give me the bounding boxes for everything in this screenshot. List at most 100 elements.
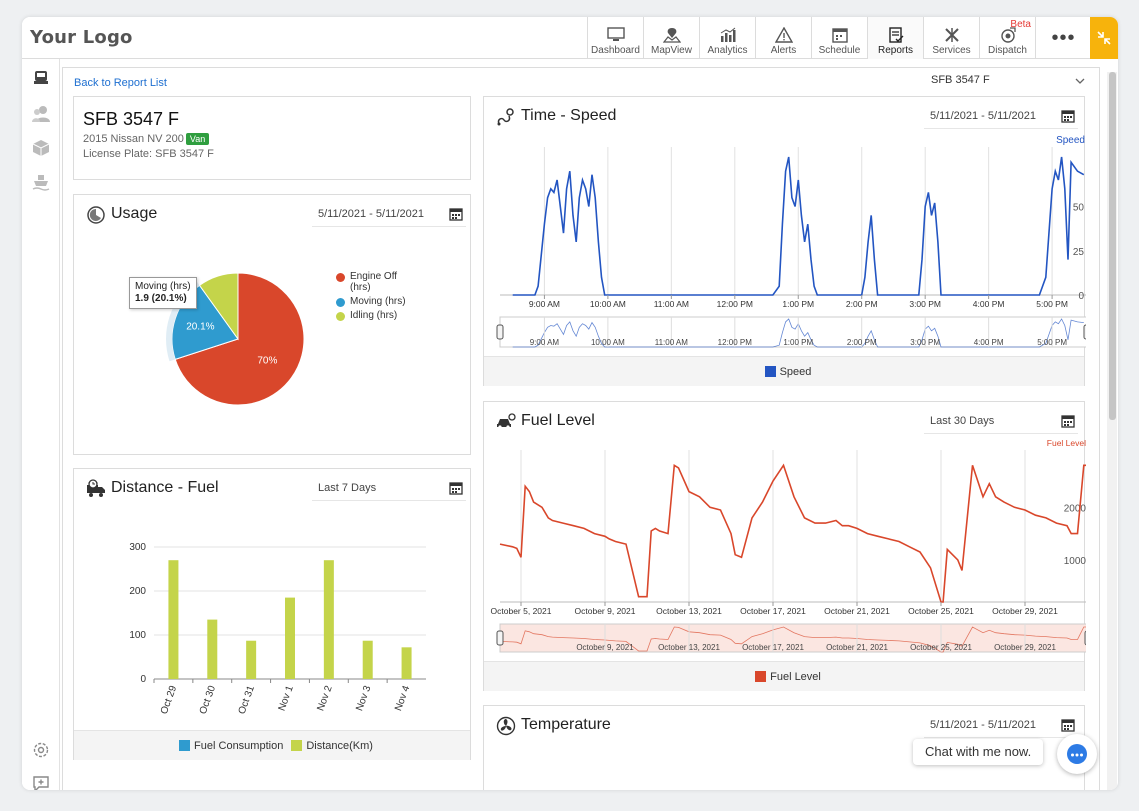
temperature-date-picker[interactable]: 5/11/2021 - 5/11/2021 xyxy=(924,714,1078,738)
distance-fuel-title: Distance - Fuel xyxy=(111,479,219,496)
legend-idling[interactable]: Idling (hrs) xyxy=(336,310,416,321)
navigator-background xyxy=(499,623,1086,653)
nav-schedule[interactable]: Schedule xyxy=(811,17,867,59)
legend-fuel-level[interactable]: Fuel Level xyxy=(770,670,821,683)
app-window: Your Logo Dashboard MapView Analytics Al… xyxy=(22,17,1118,790)
legend-distance[interactable]: Distance(Km) xyxy=(306,739,373,752)
legend-label: Idling (hrs) xyxy=(350,310,398,321)
y-tick-label: 25 xyxy=(1073,247,1085,258)
collapse-arrows-icon xyxy=(1097,31,1111,45)
truck-clock-icon xyxy=(87,479,105,497)
usage-legend: Engine Off (hrs) Moving (hrs) Idling (hr… xyxy=(336,271,416,324)
x-tick-label: 11:00 AM xyxy=(654,299,689,309)
navigator-tick-label: 10:00 AM xyxy=(591,338,625,347)
legend-moving[interactable]: Moving (hrs) xyxy=(336,296,416,307)
navigator-tick-label: October 21, 2021 xyxy=(826,643,888,652)
chat-prompt[interactable]: Chat with me now. xyxy=(913,739,1044,765)
y-tick-label: 1000 xyxy=(1064,556,1086,567)
nav-alerts[interactable]: Alerts xyxy=(755,17,811,59)
time-speed-line-chart[interactable]: Speed 0 25 50 9:00 AM 10:00 AM 11:00 AM 12:00 P… xyxy=(484,97,1086,357)
nav-services[interactable]: Services xyxy=(923,17,979,59)
nav-dispatch-label: Dispatch xyxy=(988,45,1027,56)
bar xyxy=(246,640,257,679)
sidebar-vehicles[interactable] xyxy=(30,67,52,89)
y-tick-label: 300 xyxy=(129,542,146,553)
vertical-scrollbar[interactable] xyxy=(1107,72,1117,790)
sidebar-drivers[interactable] xyxy=(30,103,52,125)
navigator-tick-label: October 13, 2021 xyxy=(658,643,720,652)
sidebar-feedback[interactable] xyxy=(30,773,52,790)
nav-analytics[interactable]: Analytics xyxy=(699,17,755,59)
navigator-tick-label: 12:00 PM xyxy=(718,338,753,347)
x-tick-label: Nov 4 xyxy=(393,684,412,713)
fuel-level-date-range: Last 30 Days xyxy=(930,415,995,427)
usage-pie-chart[interactable]: 70% 20.1% xyxy=(74,195,472,456)
bar xyxy=(362,640,373,679)
temperature-title: Temperature xyxy=(521,716,611,733)
bar xyxy=(207,619,218,679)
navigator-tick-label: October 17, 2021 xyxy=(742,643,804,652)
navigator-tick-label: 11:00 AM xyxy=(655,338,689,347)
nav-reports[interactable]: Reports xyxy=(867,17,923,59)
nav-mapview[interactable]: MapView xyxy=(643,17,699,59)
speedometer-pin-icon xyxy=(497,108,514,126)
expand-button[interactable] xyxy=(1090,17,1118,59)
brand-logo[interactable]: Your Logo xyxy=(30,27,133,48)
fuel-level-legend: Fuel Level xyxy=(484,661,1084,691)
vehicle-select[interactable]: SFB 3547 F xyxy=(931,74,1091,92)
dispatch-icon xyxy=(1000,27,1016,43)
time-speed-title: Time - Speed xyxy=(521,107,617,124)
sidebar-assets[interactable] xyxy=(30,137,52,159)
nav-dispatch[interactable]: Beta Dispatch xyxy=(979,17,1035,59)
navigator-tick-label: October 29, 2021 xyxy=(994,643,1056,652)
tooltip-label: Moving (hrs) xyxy=(135,281,191,292)
distance-fuel-date-picker[interactable]: Last 7 Days xyxy=(312,477,466,501)
sidebar-fleet[interactable] xyxy=(30,171,52,193)
y-tick-label: 200 xyxy=(129,586,146,597)
legend-swatch xyxy=(336,298,345,307)
chevron-down-icon xyxy=(1075,78,1085,84)
x-tick-label: Nov 2 xyxy=(315,684,334,713)
legend-engine-off[interactable]: Engine Off (hrs) xyxy=(336,271,416,293)
navigator-tick-label: 3:00 PM xyxy=(910,338,940,347)
nav-mapview-label: MapView xyxy=(651,45,692,56)
x-tick-label: October 9, 2021 xyxy=(575,606,636,616)
main-nav: Dashboard MapView Analytics Alerts Sched… xyxy=(587,17,1091,59)
navigator-tick-label: 1:00 PM xyxy=(783,338,813,347)
tooltip-value: 1.9 (20.1%) xyxy=(135,293,187,304)
pie-slice xyxy=(174,272,305,406)
bar xyxy=(285,597,295,679)
time-speed-card: Time - Speed 5/11/2021 - 5/11/2021 Speed… xyxy=(483,96,1086,386)
nav-dashboard[interactable]: Dashboard xyxy=(587,17,643,59)
truck-icon xyxy=(34,71,48,84)
distance-fuel-bar-chart[interactable]: 0 100 200 300 Oct 29 Oct 30 Oct 31 Nov 1 Nov 2 No… xyxy=(74,469,472,731)
usage-title: Usage xyxy=(111,205,158,222)
usage-date-picker[interactable]: 5/11/2021 - 5/11/2021 xyxy=(312,203,466,227)
usage-pie-icon xyxy=(87,206,105,224)
vehicle-model: 2015 Nissan NV 200 Van xyxy=(83,133,210,145)
fuel-level-line-chart[interactable]: Fuel Level 1000 2000 October 5, 2021 October… xyxy=(484,402,1086,662)
time-speed-date-picker[interactable]: 5/11/2021 - 5/11/2021 xyxy=(924,105,1078,129)
fuel-level-title: Fuel Level xyxy=(521,412,595,429)
monitor-icon xyxy=(606,27,625,41)
navigator-tick-label: 9:00 AM xyxy=(530,338,560,347)
legend-swatch xyxy=(764,366,776,377)
bar-chart-icon xyxy=(720,27,735,42)
x-tick-label: October 17, 2021 xyxy=(740,606,806,616)
y-tick-label: 0 xyxy=(140,674,146,685)
y-axis-title: Speed xyxy=(1056,135,1085,146)
sidebar-settings[interactable] xyxy=(30,739,52,761)
chat-button[interactable] xyxy=(1057,734,1097,774)
legend-fuel-consumption[interactable]: Fuel Consumption xyxy=(194,739,284,752)
usage-date-range: 5/11/2021 - 5/11/2021 xyxy=(318,208,425,220)
tools-icon xyxy=(944,28,959,42)
legend-speed[interactable]: Speed xyxy=(779,365,812,378)
y-axis-title: Fuel Level xyxy=(1047,438,1086,448)
navigator-tick-label: 2:00 PM xyxy=(847,338,877,347)
fuel-level-date-picker[interactable]: Last 30 Days xyxy=(924,410,1078,434)
scrollbar-thumb[interactable] xyxy=(1109,72,1116,420)
series-line xyxy=(499,463,1086,603)
back-to-report-list-link[interactable]: Back to Report List xyxy=(74,77,167,89)
more-menu-button[interactable]: ••• xyxy=(1035,17,1091,59)
calendar-icon xyxy=(1061,719,1075,732)
